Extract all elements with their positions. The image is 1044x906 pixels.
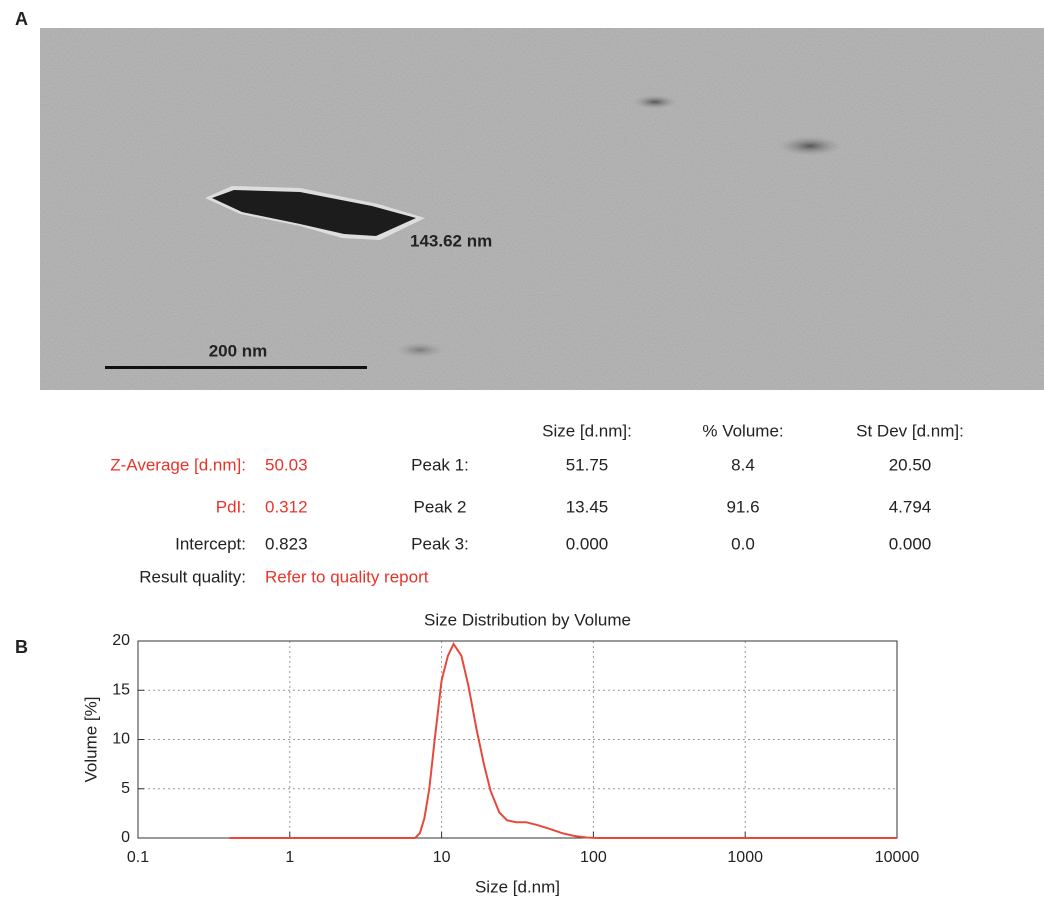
panel-label: B [15,637,28,657]
particle [633,95,677,109]
tem-image: 143.62 nm 200 nm [40,28,1044,390]
summary-label: Z-Average [d.nm]: [110,455,246,474]
summary-value: 0.312 [265,497,308,516]
column-header: Size [d.nm]: [542,421,632,440]
chart-title: Size Distribution by Volume [424,610,631,629]
column-header: % Volume: [702,421,783,440]
peak-size: 0.000 [566,534,609,553]
x-tick-label: 100 [580,849,607,866]
summary-label: Intercept: [175,534,246,553]
peak-label: Peak 2 [414,497,467,516]
figure: A B 143.62 nm 200 nm Size [d.nm]: % Volum… [0,0,1044,906]
peak-volume: 8.4 [731,455,755,474]
x-axis-label: Size [d.nm] [475,877,560,896]
x-tick-label: 1 [285,849,294,866]
peak-volume: 0.0 [731,534,755,553]
summary-label: PdI: [216,497,246,516]
peak-volume: 91.6 [726,497,759,516]
y-tick-label: 5 [121,780,130,797]
peak-label: Peak 1: [411,455,469,474]
particle [778,136,842,156]
size-annotation: 143.62 nm [410,231,492,250]
summary-label: Result quality: [139,567,246,586]
x-tick-label: 10000 [875,849,920,866]
x-tick-label: 0.1 [127,849,149,866]
peak-size: 51.75 [566,455,609,474]
summary-value: Refer to quality report [265,567,429,586]
summary-value: 50.03 [265,455,308,474]
scale-bar-label: 200 nm [209,341,268,360]
scale-bar [105,366,367,369]
particle [395,342,445,358]
y-axis-label: Volume [%] [81,697,100,783]
y-tick-label: 10 [112,731,130,748]
x-tick-label: 10 [433,849,451,866]
summary-value: 0.823 [265,534,308,553]
peak-label: Peak 3: [411,534,469,553]
data-line [229,644,897,838]
y-tick-label: 15 [112,681,130,698]
results-table: Size [d.nm]: % Volume: St Dev [d.nm]: Z-Ave… [110,421,964,586]
y-tick-label: 20 [112,632,130,649]
peak-stdev: 4.794 [889,497,932,516]
panel-label: A [15,9,28,29]
y-tick-label: 0 [121,829,130,846]
chart: Size Distribution by Volume Size [d.nm] Vo… [81,610,919,896]
peak-size: 13.45 [566,497,609,516]
peak-stdev: 20.50 [889,455,932,474]
micrograph [40,28,1044,390]
column-header: St Dev [d.nm]: [856,421,964,440]
x-tick-label: 1000 [727,849,763,866]
peak-stdev: 0.000 [889,534,932,553]
